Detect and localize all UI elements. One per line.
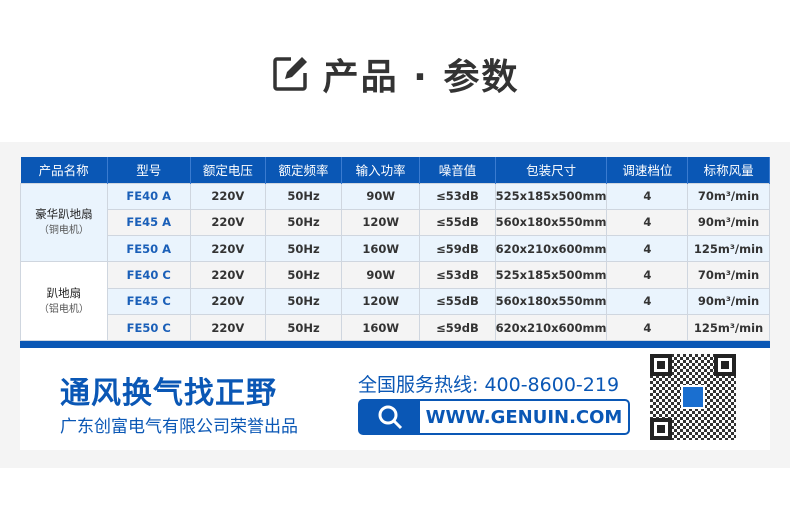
title-text: 产品 · 参数 bbox=[322, 57, 520, 98]
table-row: FE50 C 220V 50Hz 160W ≤59dB 620x210x600mm 4 125… bbox=[21, 313, 770, 342]
page-title: 产品 · 参数 bbox=[0, 48, 790, 100]
table-cell: 4 bbox=[606, 313, 689, 342]
model-cell: FE40 C bbox=[106, 261, 191, 289]
qr-logo bbox=[681, 385, 705, 409]
divider-bar bbox=[20, 341, 770, 348]
table-row: 趴地扇 （铝电机） FE40 C 220V 50Hz 90W ≤53dB 525x185x50… bbox=[20, 261, 770, 342]
table-cell: 220V bbox=[189, 182, 266, 210]
model-cell: FE50 C bbox=[106, 313, 191, 342]
product-name-main: 豪华趴地扇 bbox=[35, 206, 93, 221]
product-name: 豪华趴地扇 （铜电机） bbox=[20, 182, 108, 263]
table-cell: 70m³/min bbox=[687, 182, 770, 210]
table-cell: ≤55dB bbox=[419, 287, 496, 315]
table-cell: 90m³/min bbox=[687, 208, 770, 237]
product-name-sub: （铝电机） bbox=[38, 303, 89, 315]
website-url[interactable]: WWW.GENUIN.COM bbox=[425, 406, 623, 428]
model-cell: FE45 C bbox=[106, 287, 191, 315]
table-cell: 4 bbox=[606, 261, 689, 289]
table-cell: 220V bbox=[189, 287, 266, 315]
table-cell: 70m³/min bbox=[687, 261, 770, 289]
table-cell: 560x180x550mm bbox=[494, 287, 608, 315]
column-header: 额定电压 bbox=[190, 157, 266, 183]
model-cell: FE50 A bbox=[106, 235, 191, 263]
table-cell: 4 bbox=[606, 235, 689, 263]
model-cell: FE40 A bbox=[106, 182, 191, 210]
table-cell: ≤53dB bbox=[419, 182, 496, 210]
qr-code bbox=[650, 354, 736, 440]
product-name: 趴地扇 （铝电机） bbox=[20, 261, 108, 342]
column-header: 型号 bbox=[107, 157, 191, 183]
table-cell: 120W bbox=[341, 287, 421, 315]
table-cell: 220V bbox=[189, 235, 266, 263]
table-cell: 220V bbox=[189, 261, 266, 289]
search-icon bbox=[360, 401, 420, 433]
table-cell: 50Hz bbox=[264, 208, 343, 237]
table-cell: 90W bbox=[341, 261, 421, 289]
table-cell: 50Hz bbox=[264, 313, 343, 342]
table-row: FE50 A 220V 50Hz 160W ≤59dB 620x210x600mm 4 125… bbox=[21, 235, 770, 263]
column-header: 标称风量 bbox=[687, 157, 770, 183]
table-cell: 120W bbox=[341, 208, 421, 237]
column-header: 调速档位 bbox=[606, 157, 689, 183]
table-cell: 160W bbox=[341, 235, 421, 263]
column-header: 噪音值 bbox=[419, 157, 496, 183]
table-cell: 620x210x600mm bbox=[494, 313, 608, 342]
table-cell: 50Hz bbox=[264, 261, 343, 289]
model-cell: FE45 A bbox=[106, 208, 191, 237]
hotline: 全国服务热线: 400-8600-219 bbox=[358, 374, 620, 396]
table-cell: 125m³/min bbox=[687, 313, 770, 342]
table-row: 豪华趴地扇 （铜电机） FE40 A 220V 50Hz 90W ≤53dB 525x185x… bbox=[20, 182, 770, 263]
table-cell: 560x180x550mm bbox=[494, 208, 608, 237]
table-cell: 90m³/min bbox=[687, 287, 770, 315]
table-cell: 50Hz bbox=[264, 182, 343, 210]
table-cell: 50Hz bbox=[264, 287, 343, 315]
brand-banner: 通风换气找正野 广东创富电气有限公司荣誉出品 全国服务热线: 400-8600-… bbox=[20, 348, 770, 450]
table-cell: 525x185x500mm bbox=[494, 182, 608, 210]
spec-table: 产品名称 型号 额定电压 额定频率 输入功率 噪音值 包装尺寸 调速档位 标称风量 豪华趴地扇 （… bbox=[20, 157, 770, 342]
table-cell: 620x210x600mm bbox=[494, 235, 608, 263]
product-name-main: 趴地扇 bbox=[46, 285, 82, 300]
slogan: 通风换气找正野 bbox=[60, 376, 277, 411]
table-cell: 90W bbox=[341, 182, 421, 210]
table-cell: ≤59dB bbox=[419, 235, 496, 263]
product-name-sub: （铜电机） bbox=[38, 224, 89, 236]
table-cell: 220V bbox=[189, 313, 266, 342]
edit-icon bbox=[272, 57, 307, 91]
table-cell: 4 bbox=[606, 208, 689, 237]
column-header: 包装尺寸 bbox=[495, 157, 608, 183]
website-box[interactable]: WWW.GENUIN.COM bbox=[358, 399, 630, 435]
table-cell: 220V bbox=[189, 208, 266, 237]
table-cell: 4 bbox=[606, 182, 689, 210]
table-cell: 525x185x500mm bbox=[494, 261, 608, 289]
table-cell: ≤55dB bbox=[419, 208, 496, 237]
column-header: 额定频率 bbox=[265, 157, 343, 183]
table-cell: ≤53dB bbox=[419, 261, 496, 289]
table-cell: 50Hz bbox=[264, 235, 343, 263]
company-name: 广东创富电气有限公司荣誉出品 bbox=[60, 417, 298, 437]
table-row: FE45 A 220V 50Hz 120W ≤55dB 560x180x550mm 4 90m… bbox=[21, 208, 770, 237]
table-cell: 160W bbox=[341, 313, 421, 342]
table-cell: 4 bbox=[606, 287, 689, 315]
column-header: 产品名称 bbox=[20, 157, 108, 183]
table-cell: ≤59dB bbox=[419, 313, 496, 342]
table-row: FE45 C 220V 50Hz 120W ≤55dB 560x180x550mm 4 90m… bbox=[21, 287, 770, 315]
column-header: 输入功率 bbox=[341, 157, 421, 183]
table-cell: 125m³/min bbox=[687, 235, 770, 263]
